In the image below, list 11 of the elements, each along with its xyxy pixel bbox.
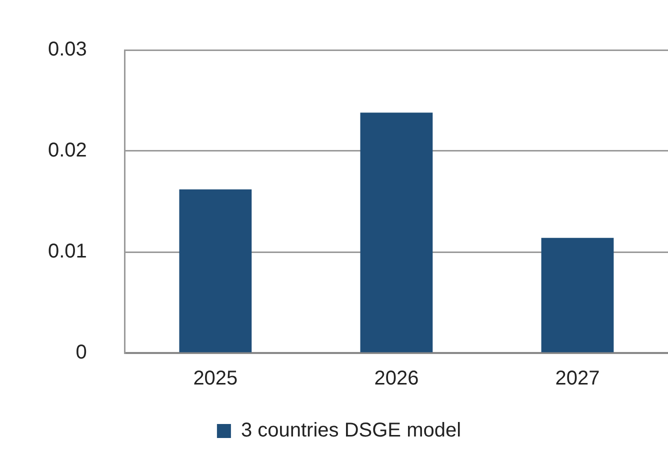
x-tick-label: 2027 [555,368,600,390]
y-tick-label: 0.02 [48,140,87,162]
bar [541,238,614,352]
y-tick-label: 0.03 [48,38,87,61]
x-tick-label: 2026 [374,368,419,390]
bar [179,189,252,352]
x-tick-label: 2025 [193,368,238,390]
y-tick-label: 0.01 [48,240,87,263]
legend-label: 3 countries DSGE model [240,420,462,442]
y-tick-label: 0 [76,342,87,364]
bar [360,112,433,352]
